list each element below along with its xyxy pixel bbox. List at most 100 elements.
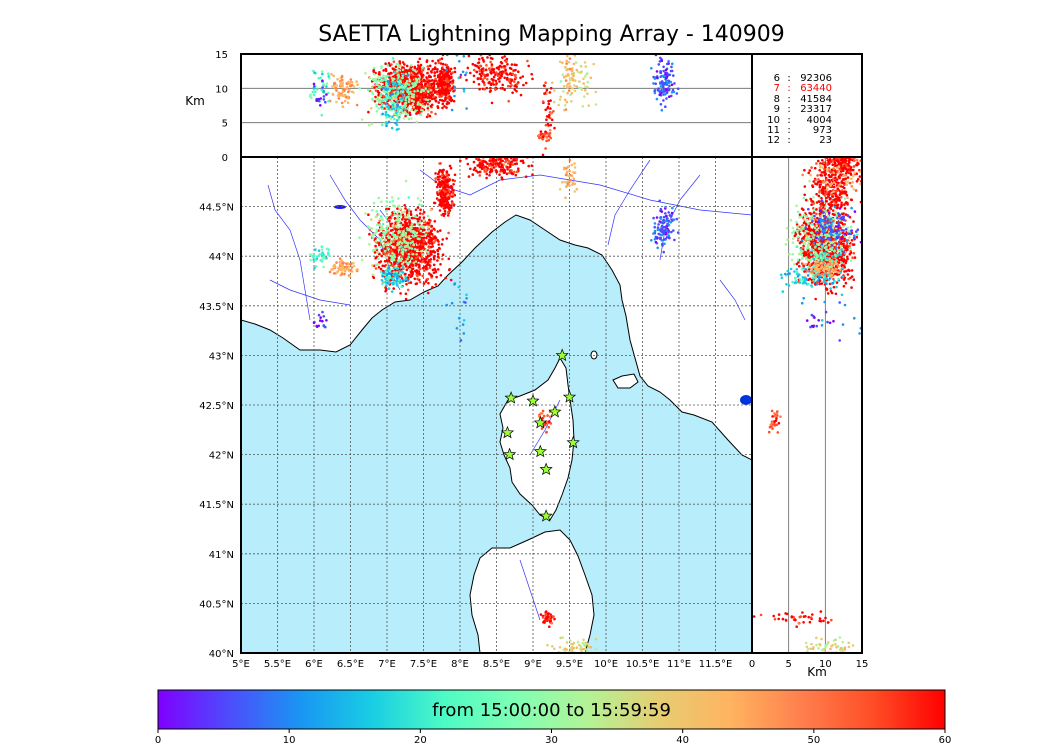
lightning-source-alt-lon [467, 54, 471, 58]
lightning-source [564, 196, 567, 200]
lightning-source-alt-lon [669, 69, 673, 73]
lightning-source-alt-lon [579, 65, 583, 68]
lightning-source [429, 258, 433, 261]
lightning-source-alt-lon [465, 71, 468, 74]
lightning-source-alt-lon [650, 67, 653, 70]
lightning-source [385, 230, 388, 233]
lightning-source [319, 316, 323, 319]
lightning-source [428, 235, 431, 238]
lightning-source [367, 243, 371, 246]
lightning-source-alt-lon [392, 83, 395, 87]
lightning-source [436, 268, 440, 271]
lightning-source-alt-lon [314, 90, 317, 94]
lightning-source-alt-lon [337, 91, 340, 94]
lightning-source-alt-lat [807, 254, 811, 257]
lightning-source [418, 280, 422, 284]
map-panel [240, 156, 753, 654]
lightning-source-alt-lon [515, 82, 519, 86]
lightning-source-alt-lon [421, 99, 424, 102]
lightning-source-alt-lon [340, 93, 344, 97]
lightning-source [486, 167, 490, 170]
lightning-source [382, 245, 386, 248]
lightning-source [422, 219, 426, 223]
lightning-source-alt-lon [516, 49, 519, 52]
lightning-source [656, 246, 659, 250]
lightning-source [451, 195, 454, 198]
lightning-source-alt-lon [413, 103, 417, 107]
lightning-source-alt-lat [802, 229, 805, 233]
lightning-source [663, 229, 667, 232]
lightning-source-alt-lon [401, 61, 405, 64]
lightning-source-alt-lon [328, 77, 331, 80]
lightning-source-alt-lon [545, 88, 549, 92]
lightning-source-alt-lon [448, 70, 452, 73]
lightning-source-alt-lon [546, 91, 549, 95]
lightning-source [507, 159, 511, 163]
lightning-source-alt-lon [459, 73, 463, 77]
lightning-source-alt-lon [405, 96, 408, 99]
lightning-source [510, 160, 514, 163]
lightning-source [414, 236, 418, 240]
lightning-source-alt-lon [521, 75, 525, 78]
lightning-source [490, 165, 494, 169]
lightning-source [381, 227, 384, 230]
lightning-source [476, 164, 479, 167]
lightning-source-alt-lon [664, 92, 667, 96]
lightning-source-alt-lon [478, 72, 482, 76]
lightning-source-alt-lon [476, 65, 479, 68]
lightning-source [387, 229, 391, 232]
lightning-source [461, 323, 465, 326]
lightning-source [340, 273, 344, 276]
lightning-source [407, 235, 411, 239]
lightning-source-alt-lon [450, 98, 454, 102]
lightning-source-alt-lon [374, 97, 378, 101]
lightning-source [548, 625, 551, 628]
lightning-source [374, 215, 378, 219]
lightning-source [388, 269, 392, 273]
lightning-source [366, 225, 370, 228]
lightning-source-alt-lon [513, 84, 516, 88]
lightning-source-alt-lon [325, 85, 328, 88]
lightning-source-alt-lon [407, 97, 411, 101]
lightning-source [380, 278, 384, 282]
lightning-source-alt-lon [332, 74, 336, 78]
lightning-source [419, 208, 422, 212]
lightning-source [440, 191, 444, 194]
lightning-source [371, 208, 374, 212]
lightning-source-alt-lon [321, 79, 324, 82]
lightning-source [650, 239, 653, 242]
lightning-source-alt-lon [392, 86, 395, 89]
lightning-source-alt-lon [665, 97, 668, 100]
lightning-source-alt-lon [312, 93, 316, 97]
lightning-source-alt-lon [572, 74, 575, 77]
lightning-source [550, 622, 553, 625]
lightning-source-alt-lon [406, 113, 409, 116]
lightning-source-alt-lon [391, 92, 394, 96]
lightning-source [401, 223, 405, 227]
lightning-source-alt-lon [395, 70, 399, 73]
lightning-source-alt-lon [553, 100, 556, 104]
lightning-source-alt-lon [379, 92, 383, 96]
lightning-source-alt-lon [407, 83, 411, 86]
lightning-source-alt-lon [546, 107, 549, 110]
lightning-source-alt-lon [368, 76, 372, 80]
lightning-source-alt-lat [833, 272, 837, 276]
lightning-source [428, 254, 431, 258]
lightning-source-alt-lon [573, 46, 576, 49]
lightning-source-alt-lon [441, 106, 444, 110]
lightning-source-alt-lon [537, 133, 541, 137]
lightning-source [582, 647, 585, 651]
lightning-source [545, 617, 548, 620]
lightning-source-alt-lon [403, 63, 406, 66]
lightning-source-alt-lat [850, 275, 854, 278]
sardinia-island [469, 529, 595, 653]
lightning-source [447, 231, 450, 235]
lightning-source [539, 613, 543, 616]
lightning-source-alt-lon [358, 87, 361, 90]
lightning-source-alt-lon [472, 80, 476, 84]
lightning-source-alt-lon [495, 82, 498, 85]
lightning-source [338, 260, 342, 264]
lightning-source [379, 215, 383, 218]
lightning-source-alt-lon [417, 70, 421, 74]
lightning-source-alt-lon [382, 94, 385, 98]
